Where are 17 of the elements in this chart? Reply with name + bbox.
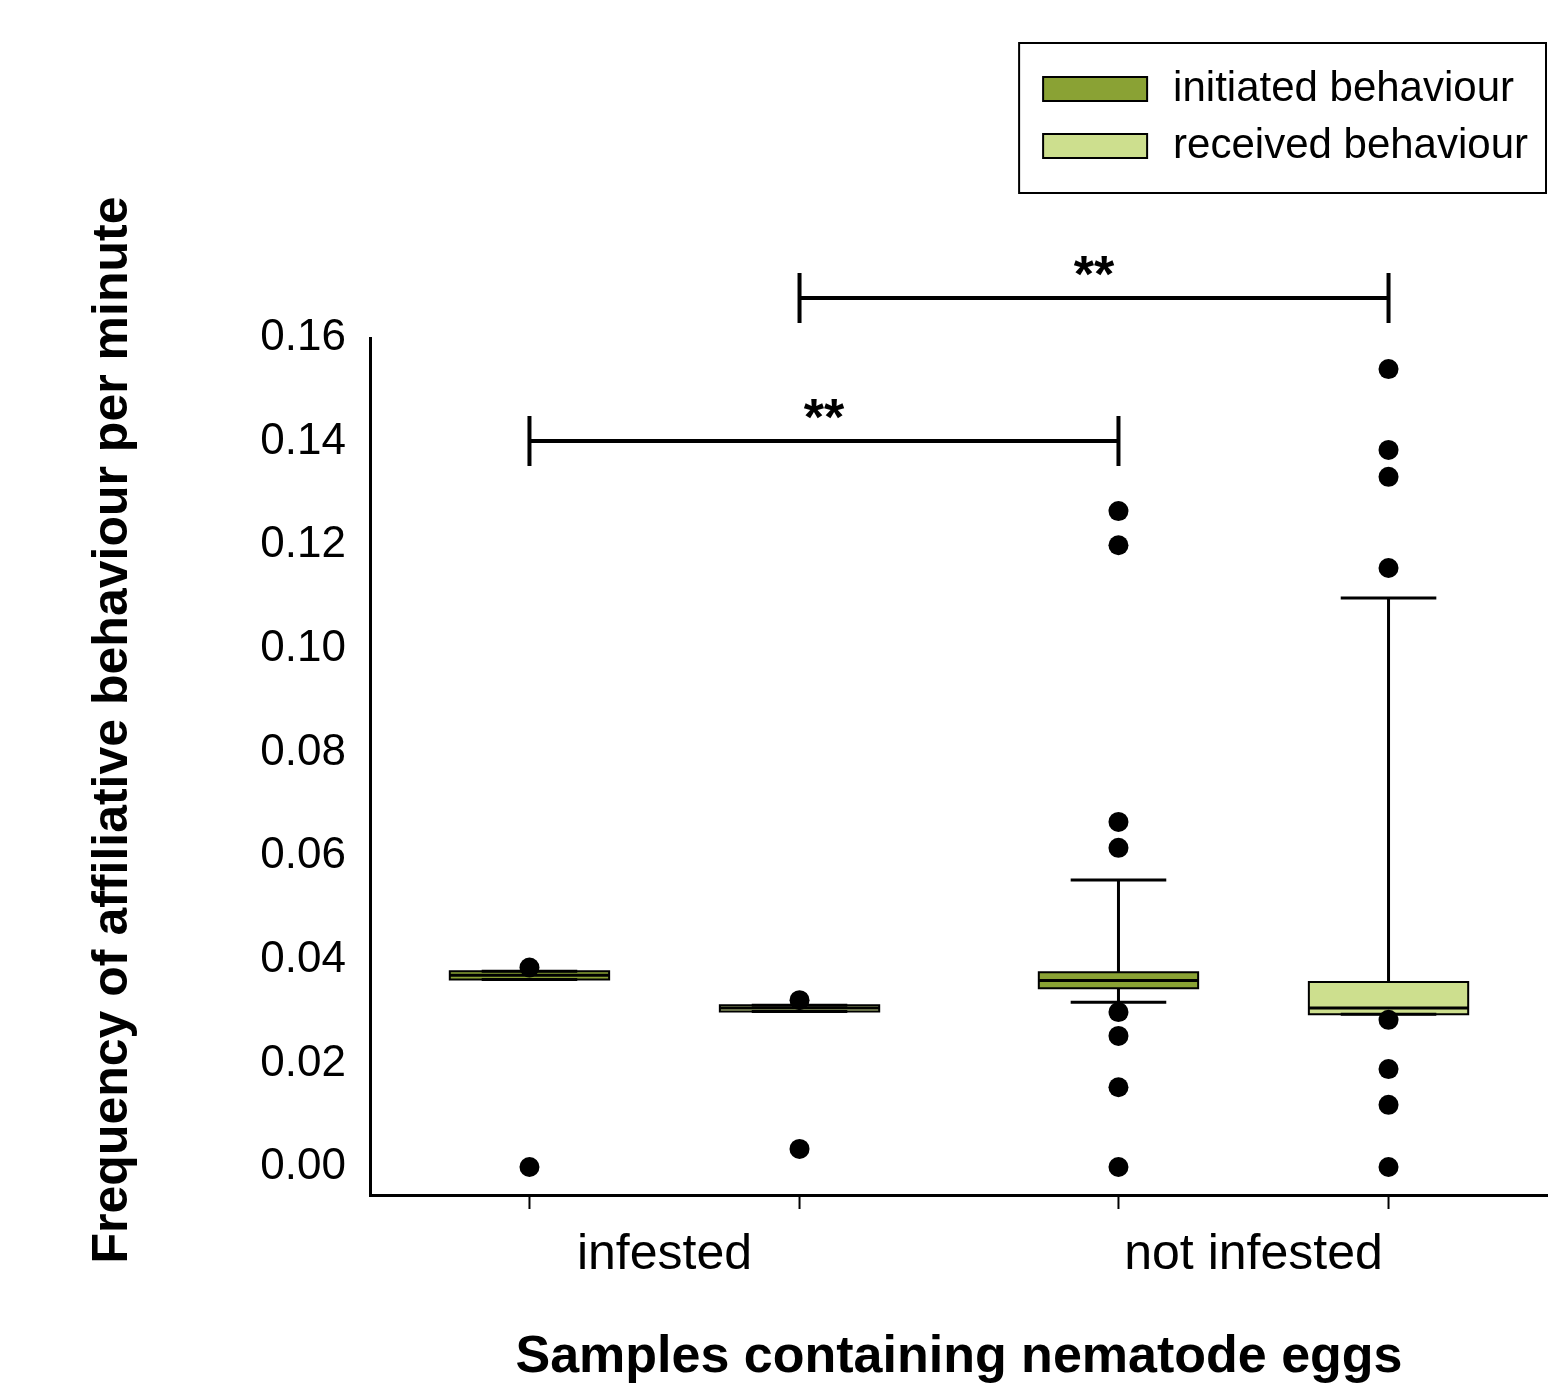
y-tick-label: 0.10	[260, 621, 346, 671]
y-tick-label: 0.12	[260, 517, 346, 567]
x-axis-title: Samples containing nematode eggs	[515, 1325, 1403, 1384]
legend-label: received behaviour	[1173, 119, 1529, 167]
y-tick-label: 0.16	[260, 310, 346, 360]
y-tick-label: 0.02	[260, 1035, 346, 1085]
x-tick-label: infested	[576, 1223, 753, 1280]
y-tick-label: 0.14	[260, 413, 346, 463]
y-tick-label: 0.06	[260, 828, 346, 878]
y-tick-label: 0.00	[260, 1139, 346, 1189]
x-tick-label: not infested	[1124, 1223, 1383, 1280]
annotation: **	[803, 388, 845, 446]
y-tick-label: 0.04	[260, 931, 346, 981]
text: **	[1073, 245, 1116, 303]
y-axis-title: Frequency of affiliative behaviour per minute	[81, 195, 139, 1266]
y-tick-label: 0.08	[260, 724, 346, 774]
legend-label: initiated behaviour	[1173, 62, 1515, 110]
